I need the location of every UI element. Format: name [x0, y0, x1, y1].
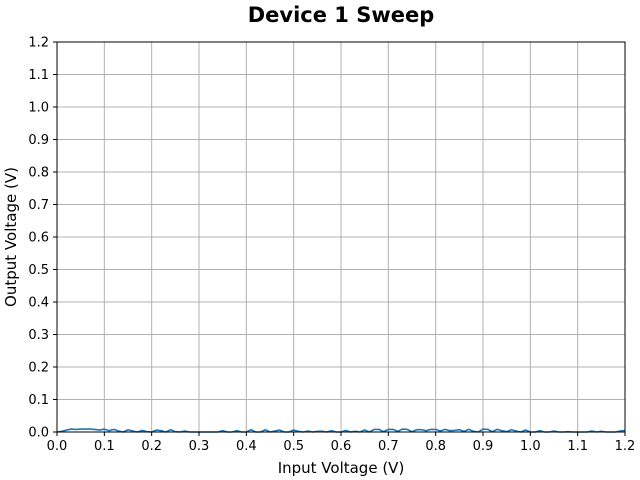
x-tick-label: 0.0 [47, 439, 68, 454]
y-tick-label: 0.2 [28, 361, 49, 376]
x-tick-label: 0.4 [236, 439, 257, 454]
y-tick-label: 0.6 [28, 231, 49, 246]
x-tick-label: 0.5 [283, 439, 304, 454]
x-axis-label: Input Voltage (V) [278, 459, 405, 477]
y-tick-label: 1.0 [28, 101, 49, 116]
y-tick-label: 0.3 [28, 328, 49, 343]
x-tick-label: 0.9 [473, 439, 494, 454]
y-tick-label: 0.0 [28, 426, 49, 441]
y-tick-label: 0.4 [28, 296, 49, 311]
x-tick-label: 0.3 [189, 439, 210, 454]
x-tick-label: 0.2 [141, 439, 162, 454]
y-tick-label: 0.1 [28, 393, 49, 408]
y-tick-label: 1.1 [28, 68, 49, 83]
y-tick-label: 1.2 [28, 36, 49, 51]
x-tick-label: 1.0 [520, 439, 541, 454]
x-tick-label: 0.7 [378, 439, 399, 454]
grid [57, 42, 625, 432]
y-axis: 0.0 0.1 0.2 0.3 0.4 0.5 0.6 0.7 0.8 0.9 1.0 1.1 1.2 [28, 36, 57, 441]
y-tick-label: 0.9 [28, 133, 49, 148]
x-tick-label: 0.1 [94, 439, 115, 454]
x-tick-label: 0.6 [331, 439, 352, 454]
y-tick-label: 0.5 [28, 263, 49, 278]
chart-title: Device 1 Sweep [248, 3, 435, 27]
x-tick-label: 0.8 [425, 439, 446, 454]
x-axis: 0.0 0.1 0.2 0.3 0.4 0.5 0.6 0.7 0.8 0.9 1.0 1.1 1.2 [47, 432, 636, 454]
y-axis-label: Output Voltage (V) [2, 167, 20, 307]
y-tick-label: 0.7 [28, 198, 49, 213]
y-tick-label: 0.8 [28, 166, 49, 181]
x-tick-label: 1.1 [567, 439, 588, 454]
x-tick-label: 1.2 [615, 439, 636, 454]
